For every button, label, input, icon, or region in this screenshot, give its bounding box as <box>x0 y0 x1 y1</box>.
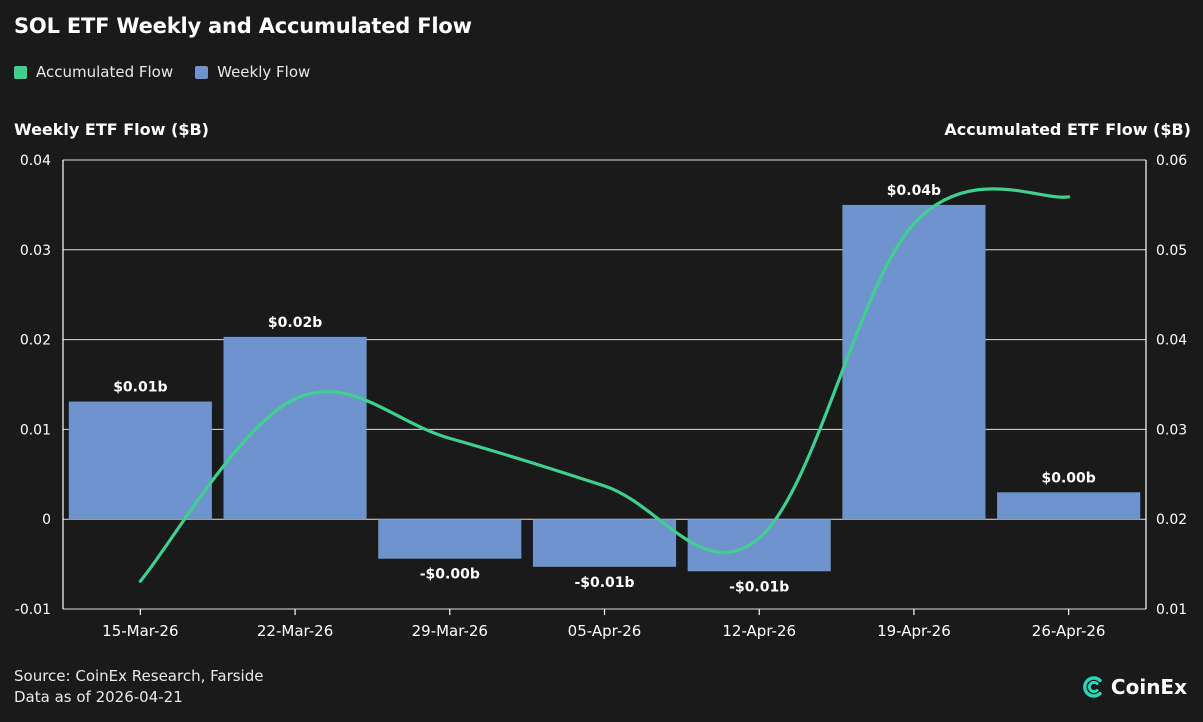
left-tick-label: 0 <box>42 512 51 528</box>
legend-item-accumulated[interactable]: Accumulated Flow <box>14 63 173 81</box>
right-tick-label: 0.03 <box>1156 422 1187 438</box>
accumulated-flow-line <box>138 187 1071 583</box>
left-tick-label: 0.03 <box>20 243 51 259</box>
right-axis-title: Accumulated ETF Flow ($B) <box>944 120 1191 139</box>
x-tick-label: 22-Mar-26 <box>257 622 333 640</box>
legend: Accumulated Flow Weekly Flow <box>14 63 332 81</box>
chart-title: SOL ETF Weekly and Accumulated Flow <box>14 14 472 38</box>
left-tick-label: 0.01 <box>20 422 51 438</box>
bar <box>842 204 986 520</box>
bar <box>687 519 831 572</box>
legend-item-weekly[interactable]: Weekly Flow <box>195 63 310 81</box>
bar <box>68 401 212 520</box>
left-axis-title: Weekly ETF Flow ($B) <box>14 120 209 139</box>
left-tick-label: -0.01 <box>15 602 51 618</box>
legend-swatch-weekly <box>195 65 209 79</box>
bar-data-label: $0.04b <box>887 183 941 199</box>
right-tick-label: 0.02 <box>1156 512 1187 528</box>
x-tick-label: 29-Mar-26 <box>412 622 488 640</box>
x-tick-label: 15-Mar-26 <box>102 622 178 640</box>
right-tick-label: 0.04 <box>1156 333 1187 349</box>
coinex-logo-icon <box>1083 676 1102 698</box>
legend-label-weekly: Weekly Flow <box>217 63 311 81</box>
brand: CoinEx <box>1081 674 1187 700</box>
source-note: Source: CoinEx Research, Farside Data as… <box>14 666 263 708</box>
bar-data-label: -$0.01b <box>729 579 789 595</box>
bar <box>378 519 522 559</box>
brand-name: CoinEx <box>1110 675 1187 699</box>
bar-data-label: $0.00b <box>1041 470 1095 486</box>
left-tick-label: 0.02 <box>20 333 51 349</box>
bar-data-label: -$0.00b <box>420 567 480 583</box>
bar <box>532 519 677 567</box>
bar-data-label: $0.02b <box>268 315 322 331</box>
bar <box>223 336 367 520</box>
legend-label-accumulated: Accumulated Flow <box>36 63 174 81</box>
bar-data-label: $0.01b <box>113 380 167 396</box>
bar <box>997 492 1141 520</box>
left-tick-label: 0.04 <box>20 153 51 169</box>
bar-data-label: -$0.01b <box>574 575 634 591</box>
right-tick-label: 0.05 <box>1156 243 1187 259</box>
x-tick-label: 26-Apr-26 <box>1032 622 1106 640</box>
x-tick-label: 05-Apr-26 <box>568 622 642 640</box>
legend-swatch-accumulated <box>14 65 27 79</box>
right-tick-label: 0.01 <box>1156 602 1187 618</box>
x-tick-label: 19-Apr-26 <box>877 622 951 640</box>
x-tick-label: 12-Apr-26 <box>722 622 796 640</box>
data-as-of-text: Data as of 2026-04-21 <box>14 688 183 706</box>
source-text: Source: CoinEx Research, Farside <box>14 667 264 685</box>
right-tick-label: 0.06 <box>1156 153 1187 169</box>
